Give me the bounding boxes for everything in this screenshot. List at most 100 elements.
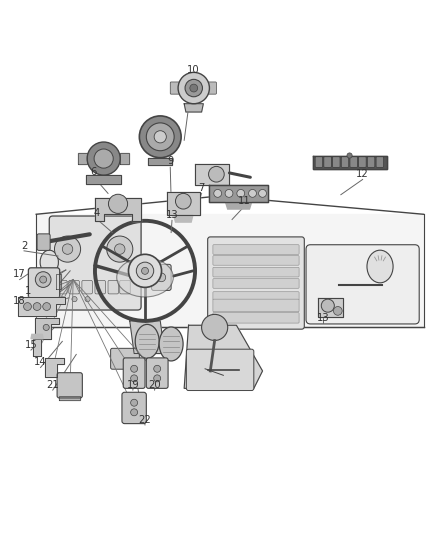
Polygon shape — [18, 297, 65, 316]
Text: 20: 20 — [148, 380, 161, 390]
Polygon shape — [45, 358, 64, 377]
FancyBboxPatch shape — [207, 82, 216, 94]
Circle shape — [333, 306, 342, 315]
Circle shape — [154, 365, 161, 372]
Text: 15: 15 — [25, 340, 37, 350]
Circle shape — [87, 142, 120, 175]
Text: 21: 21 — [46, 380, 59, 390]
Polygon shape — [148, 158, 173, 165]
Circle shape — [139, 116, 181, 158]
FancyBboxPatch shape — [28, 268, 60, 298]
Circle shape — [131, 365, 138, 372]
FancyBboxPatch shape — [146, 358, 168, 389]
FancyBboxPatch shape — [57, 280, 67, 294]
Circle shape — [178, 72, 209, 104]
Polygon shape — [194, 164, 230, 184]
FancyBboxPatch shape — [324, 157, 331, 167]
Circle shape — [225, 189, 233, 197]
Circle shape — [136, 262, 154, 279]
FancyBboxPatch shape — [123, 358, 145, 389]
Polygon shape — [56, 274, 60, 289]
Text: 11: 11 — [238, 196, 251, 206]
Circle shape — [62, 244, 73, 254]
Circle shape — [201, 314, 228, 341]
Circle shape — [131, 409, 138, 416]
Polygon shape — [95, 198, 141, 221]
FancyBboxPatch shape — [122, 392, 146, 424]
FancyBboxPatch shape — [213, 313, 299, 323]
Circle shape — [128, 254, 162, 287]
Circle shape — [208, 166, 224, 182]
FancyBboxPatch shape — [170, 82, 180, 94]
Polygon shape — [78, 154, 87, 164]
Circle shape — [60, 296, 65, 302]
FancyBboxPatch shape — [186, 349, 254, 391]
Polygon shape — [209, 184, 268, 202]
Circle shape — [154, 131, 166, 143]
Circle shape — [43, 303, 50, 310]
Circle shape — [249, 189, 256, 197]
FancyBboxPatch shape — [350, 157, 357, 167]
Ellipse shape — [367, 250, 393, 283]
Polygon shape — [130, 321, 165, 353]
FancyBboxPatch shape — [108, 280, 118, 294]
Polygon shape — [86, 175, 121, 184]
FancyBboxPatch shape — [120, 280, 130, 294]
Polygon shape — [318, 298, 343, 318]
Circle shape — [131, 375, 138, 382]
Circle shape — [321, 299, 334, 312]
Text: 22: 22 — [139, 415, 152, 425]
FancyBboxPatch shape — [376, 157, 384, 167]
Circle shape — [54, 236, 81, 262]
FancyBboxPatch shape — [341, 157, 349, 167]
Polygon shape — [35, 318, 59, 339]
Text: 1: 1 — [25, 286, 32, 296]
Text: 7: 7 — [198, 183, 205, 193]
Text: 9: 9 — [167, 156, 173, 166]
FancyBboxPatch shape — [152, 264, 171, 290]
FancyBboxPatch shape — [213, 245, 299, 254]
Circle shape — [43, 325, 49, 330]
Circle shape — [94, 149, 113, 168]
Polygon shape — [313, 156, 387, 168]
FancyBboxPatch shape — [95, 280, 106, 294]
Circle shape — [258, 189, 266, 197]
FancyBboxPatch shape — [37, 234, 50, 251]
FancyBboxPatch shape — [306, 245, 419, 324]
Circle shape — [157, 273, 166, 282]
Polygon shape — [59, 396, 80, 400]
Text: 10: 10 — [187, 65, 199, 75]
FancyBboxPatch shape — [49, 216, 141, 310]
Circle shape — [237, 189, 245, 197]
Ellipse shape — [159, 327, 183, 361]
Circle shape — [154, 375, 161, 382]
Circle shape — [190, 84, 198, 92]
Polygon shape — [184, 104, 203, 112]
FancyBboxPatch shape — [82, 280, 92, 294]
Circle shape — [347, 153, 352, 158]
Circle shape — [85, 296, 90, 302]
Circle shape — [214, 189, 222, 197]
FancyBboxPatch shape — [57, 373, 82, 398]
Polygon shape — [167, 192, 200, 215]
Polygon shape — [33, 339, 42, 356]
Ellipse shape — [135, 325, 159, 358]
FancyBboxPatch shape — [367, 157, 375, 167]
FancyBboxPatch shape — [213, 292, 299, 300]
Polygon shape — [31, 334, 43, 339]
Text: 4: 4 — [93, 208, 99, 219]
FancyBboxPatch shape — [111, 349, 139, 369]
Circle shape — [131, 399, 138, 406]
FancyBboxPatch shape — [213, 299, 299, 312]
Text: 13: 13 — [166, 210, 178, 220]
Circle shape — [24, 303, 32, 310]
FancyBboxPatch shape — [213, 256, 299, 265]
Ellipse shape — [117, 258, 173, 297]
Polygon shape — [36, 214, 424, 327]
FancyBboxPatch shape — [213, 268, 299, 277]
Ellipse shape — [40, 250, 58, 274]
Circle shape — [109, 194, 127, 213]
Text: 14: 14 — [34, 357, 47, 367]
Circle shape — [35, 272, 51, 287]
Circle shape — [146, 123, 174, 151]
